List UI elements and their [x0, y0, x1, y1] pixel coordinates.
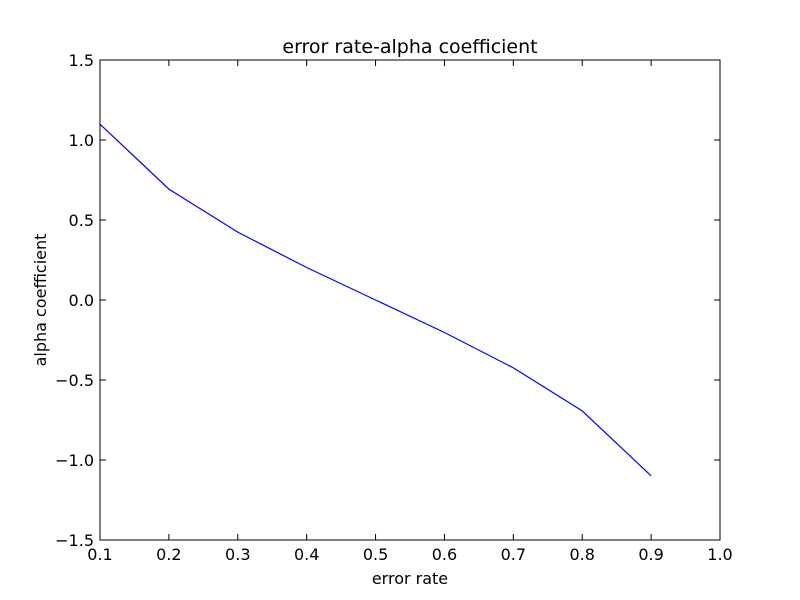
- plot-frame: [99, 59, 721, 541]
- x-tick-label: 0.1: [87, 545, 112, 564]
- data-point: [168, 189, 169, 190]
- y-tick-label: −0.5: [55, 371, 94, 390]
- x-tick-label: 0.4: [294, 545, 319, 564]
- x-tick-label: 0.7: [501, 545, 526, 564]
- series-lines: [99, 123, 652, 477]
- x-tick-label: 0.3: [225, 545, 250, 564]
- data-point: [444, 332, 445, 333]
- data-point: [237, 232, 238, 233]
- data-point: [306, 267, 307, 268]
- x-tick-label: 0.6: [432, 545, 457, 564]
- y-tick-label: 0.0: [69, 291, 94, 310]
- data-point: [582, 410, 583, 411]
- y-tick-label: −1.5: [55, 531, 94, 550]
- y-tick-label: −1.0: [55, 451, 94, 470]
- plot-area: [100, 60, 720, 540]
- chart-title: error rate-alpha coefficient: [282, 36, 537, 58]
- y-axis-label: alpha coefficient: [31, 234, 50, 367]
- data-point: [651, 475, 652, 476]
- data-point: [513, 367, 514, 368]
- y-tick-label: 1.5: [69, 51, 94, 70]
- x-tick-label: 0.9: [638, 545, 663, 564]
- x-tick-label: 0.5: [363, 545, 388, 564]
- x-tick-label: 0.2: [156, 545, 181, 564]
- x-tick-label: 1.0: [707, 545, 732, 564]
- data-point: [375, 299, 376, 300]
- y-tick-label: 0.5: [69, 211, 94, 230]
- x-axis-label: error rate: [372, 569, 448, 588]
- x-tick-label: 0.8: [569, 545, 594, 564]
- series-line: [99, 123, 652, 477]
- axis-ticks: 0.1 0.2 0.3 0.4 0.5 0.6 0.7 0.8 0.9 1.0 −1.5 −1.0 −0…: [55, 51, 733, 564]
- y-tick-label: 1.0: [69, 131, 94, 150]
